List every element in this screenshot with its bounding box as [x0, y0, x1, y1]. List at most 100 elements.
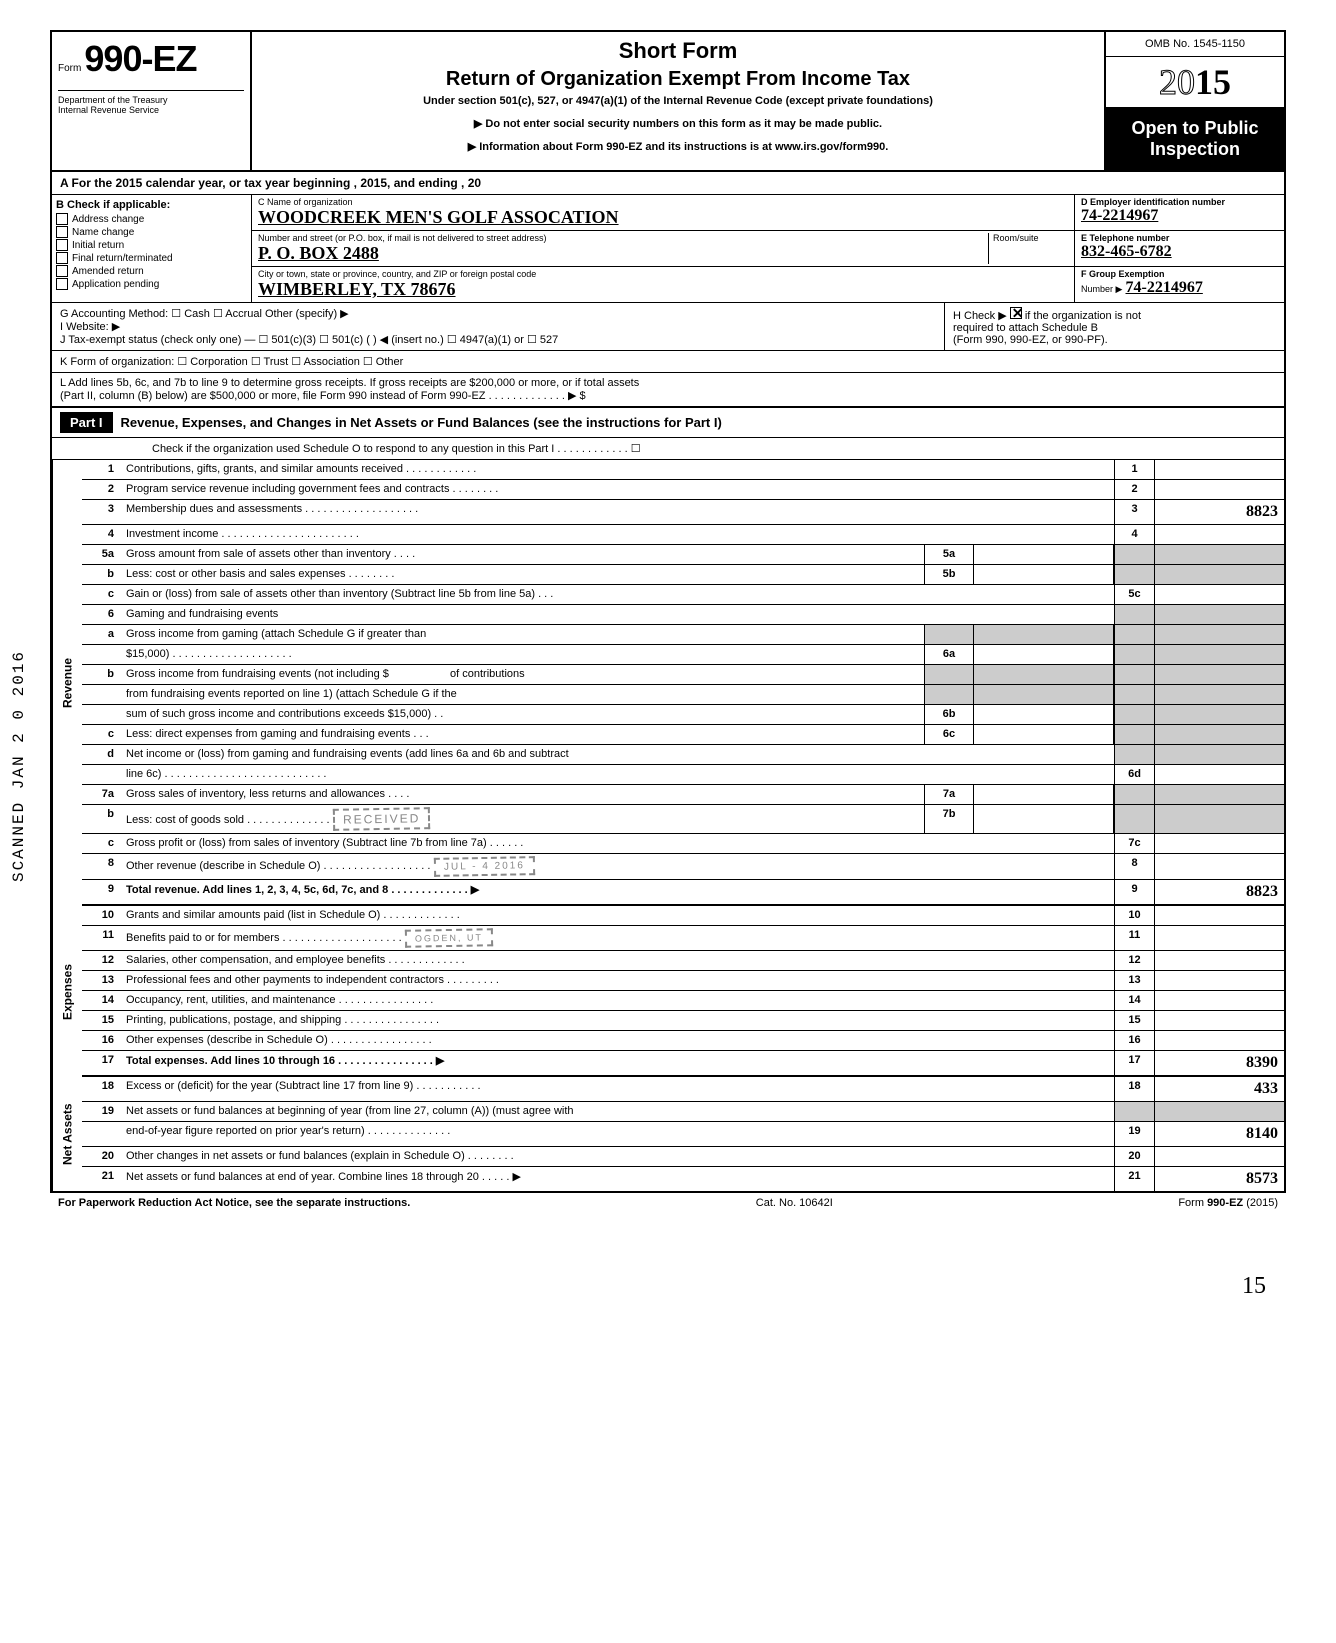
omb-number: OMB No. 1545-1150	[1106, 32, 1284, 57]
short-form-title: Short Form	[262, 38, 1094, 64]
line-6a1: Gross income from gaming (attach Schedul…	[122, 625, 924, 644]
row-l-line2: (Part II, column (B) below) are $500,000…	[60, 389, 1276, 402]
received-stamp: RECEIVED	[332, 807, 430, 831]
cb-name-change[interactable]	[56, 226, 68, 238]
cb-initial-return[interactable]	[56, 239, 68, 251]
room-label: Room/suite	[993, 233, 1068, 243]
val-21: 8573	[1246, 1170, 1278, 1187]
return-title: Return of Organization Exempt From Incom…	[262, 68, 1094, 91]
col-b-checkboxes: B Check if applicable: Address change Na…	[52, 195, 252, 302]
line-20: Other changes in net assets or fund bala…	[122, 1147, 1114, 1166]
line-11: Benefits paid to or for members . . . . …	[122, 926, 1114, 950]
line-12: Salaries, other compensation, and employ…	[122, 951, 1114, 970]
scanned-stamp: SCANNED JAN 2 0 2016	[10, 650, 28, 882]
row-h-text1: if the organization is not	[1025, 310, 1141, 322]
line-1: Contributions, gifts, grants, and simila…	[122, 460, 1114, 479]
line-6b2: from fundraising events reported on line…	[122, 685, 924, 704]
footer-paperwork: For Paperwork Reduction Act Notice, see …	[58, 1197, 410, 1209]
val-17: 8390	[1246, 1054, 1278, 1071]
line-2: Program service revenue including govern…	[122, 480, 1114, 499]
dept-treasury: Department of the Treasury	[58, 95, 244, 105]
row-g-accounting: G Accounting Method: ☐ Cash ☐ Accrual Ot…	[60, 307, 936, 320]
part1-header: Part I	[60, 412, 113, 433]
row-h-text3: (Form 990, 990-EZ, or 990-PF).	[953, 334, 1276, 346]
line-5a: Gross amount from sale of assets other t…	[122, 545, 924, 564]
info-note: ▶ Information about Form 990-EZ and its …	[262, 140, 1094, 153]
line-5b: Less: cost or other basis and sales expe…	[122, 565, 924, 584]
under-section-text: Under section 501(c), 527, or 4947(a)(1)…	[262, 95, 1094, 107]
form-label: Form	[58, 63, 81, 74]
group-number-value: 74-2214967	[1126, 279, 1203, 296]
ssn-note: ▶ Do not enter social security numbers o…	[262, 117, 1094, 130]
part1-title: Revenue, Expenses, and Changes in Net As…	[121, 415, 722, 430]
row-i-website: I Website: ▶	[60, 320, 936, 333]
row-l-line1: L Add lines 5b, 6c, and 7b to line 9 to …	[60, 377, 1276, 389]
open-public-1: Open to Public	[1110, 118, 1280, 139]
line-21: Net assets or fund balances at end of ye…	[122, 1167, 1114, 1191]
part1-check: Check if the organization used Schedule …	[52, 438, 1284, 460]
ein-value: 74-2214967	[1081, 207, 1278, 225]
cb-address-change[interactable]	[56, 213, 68, 225]
line-16: Other expenses (describe in Schedule O) …	[122, 1031, 1114, 1050]
row-a-tax-year: A For the 2015 calendar year, or tax yea…	[52, 172, 1284, 195]
tax-year: 2015	[1106, 57, 1284, 108]
line-6b3: sum of such gross income and contributio…	[122, 705, 924, 724]
row-j-tax-status: J Tax-exempt status (check only one) — ☐…	[60, 333, 936, 346]
val-18: 433	[1254, 1080, 1278, 1097]
line-7b: Less: cost of goods sold . . . . . . . .…	[122, 805, 924, 833]
netassets-tab: Net Assets	[52, 1077, 82, 1191]
val-19: 8140	[1246, 1125, 1278, 1142]
row-h-label: H Check ▶	[953, 310, 1007, 322]
footer-form: Form 990-EZ (2015)	[1178, 1197, 1278, 1209]
val-3: 8823	[1246, 503, 1278, 520]
line-7a: Gross sales of inventory, less returns a…	[122, 785, 924, 804]
line-18: Excess or (deficit) for the year (Subtra…	[122, 1077, 1114, 1101]
group-exempt-label: F Group Exemption	[1081, 269, 1278, 279]
ogden-stamp: OGDEN, UT	[405, 928, 493, 948]
line-17: Total expenses. Add lines 10 through 16 …	[122, 1051, 1114, 1075]
line-3: Membership dues and assessments . . . . …	[122, 500, 1114, 524]
org-name-value: WOODCREEK MEN'S GOLF ASSOCATION	[258, 207, 1068, 228]
line-6: Gaming and fundraising events	[122, 605, 1114, 624]
form-number: 990-EZ	[84, 38, 196, 79]
line-4: Investment income . . . . . . . . . . . …	[122, 525, 1114, 544]
cb-not-required[interactable]	[1010, 307, 1022, 319]
addr-label: Number and street (or P.O. box, if mail …	[258, 233, 988, 243]
line-6b1: Gross income from fundraising events (no…	[122, 665, 924, 684]
line-6a2: $15,000) . . . . . . . . . . . . . . . .…	[122, 645, 924, 664]
addr-value: P. O. BOX 2488	[258, 243, 988, 264]
cb-amended[interactable]	[56, 265, 68, 277]
cb-final-return[interactable]	[56, 252, 68, 264]
expenses-tab: Expenses	[52, 906, 82, 1077]
line-10: Grants and similar amounts paid (list in…	[122, 906, 1114, 925]
col-b-header: B Check if applicable:	[56, 199, 247, 211]
line-5c: Gain or (loss) from sale of assets other…	[122, 585, 1114, 604]
date-stamp: JUL - 4 2016	[433, 856, 534, 877]
line-6c: Less: direct expenses from gaming and fu…	[122, 725, 924, 744]
line-14: Occupancy, rent, utilities, and maintena…	[122, 991, 1114, 1010]
line-19a: Net assets or fund balances at beginning…	[122, 1102, 1114, 1121]
row-k-form-org: K Form of organization: ☐ Corporation ☐ …	[52, 351, 1284, 373]
revenue-tab: Revenue	[52, 460, 82, 906]
org-name-label: C Name of organization	[258, 197, 1068, 207]
open-public-2: Inspection	[1110, 139, 1280, 160]
row-h-text2: required to attach Schedule B	[953, 322, 1276, 334]
line-8: Other revenue (describe in Schedule O) .…	[122, 854, 1114, 879]
line-19b: end-of-year figure reported on prior yea…	[122, 1122, 1114, 1146]
footer-cat: Cat. No. 10642I	[756, 1197, 833, 1209]
line-9: Total revenue. Add lines 1, 2, 3, 4, 5c,…	[122, 880, 1114, 904]
phone-label: E Telephone number	[1081, 233, 1278, 243]
form-id-block: Form 990-EZ Department of the Treasury I…	[52, 32, 252, 170]
val-9: 8823	[1246, 883, 1278, 900]
phone-value: 832-465-6782	[1081, 243, 1278, 261]
page-number: 15	[50, 1273, 1286, 1300]
city-value: WIMBERLEY, TX 78676	[258, 279, 1068, 300]
cb-pending[interactable]	[56, 278, 68, 290]
form-990ez: Form 990-EZ Department of the Treasury I…	[50, 30, 1286, 1193]
group-number-label: Number ▶	[1081, 284, 1122, 294]
city-label: City or town, state or province, country…	[258, 269, 1068, 279]
line-6d1: Net income or (loss) from gaming and fun…	[122, 745, 1114, 764]
line-7c: Gross profit or (loss) from sales of inv…	[122, 834, 1114, 853]
dept-irs: Internal Revenue Service	[58, 105, 244, 115]
line-13: Professional fees and other payments to …	[122, 971, 1114, 990]
